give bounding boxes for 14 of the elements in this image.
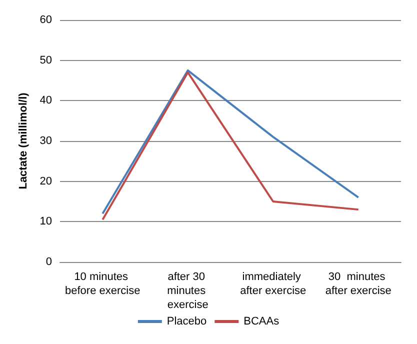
y-tick-label: 0 (46, 256, 52, 268)
y-tick-label: 30 (40, 135, 52, 147)
y-tick-label: 10 (40, 216, 52, 228)
x-tick-label: 10 minutes before exercise (65, 271, 140, 297)
legend-label: BCAAs (244, 316, 280, 328)
y-tick-label: 20 (40, 175, 52, 188)
x-tick-label: after 30 minutes exercise (167, 271, 209, 311)
y-axis-title: Lactate (millimol/l) (17, 92, 30, 190)
y-tick-label: 50 (40, 54, 52, 66)
y-tick-label: 60 (40, 14, 52, 26)
x-tick-label: immediately after exercise (240, 271, 306, 297)
legend-label: Placebo (166, 316, 207, 328)
y-tick-label: 40 (40, 94, 52, 107)
x-tick-label: 30 minutes after exercise (325, 271, 392, 297)
